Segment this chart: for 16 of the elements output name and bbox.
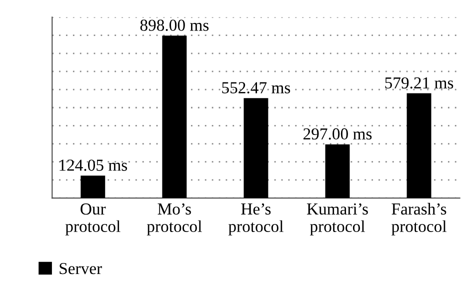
- bar: [80, 176, 106, 198]
- data-label: 579.21 ms: [385, 77, 454, 89]
- bar: [162, 36, 187, 198]
- data-label: 124.05 ms: [60, 160, 128, 171]
- x-tick-label: Kumari’s protocol: [306, 203, 368, 236]
- data-label: 297.00 ms: [303, 128, 372, 140]
- bar: [406, 93, 432, 198]
- bar: [244, 98, 268, 198]
- data-label: 898.00 ms: [140, 20, 209, 31]
- legend-label: Server: [60, 262, 102, 274]
- data-label: 552.47 ms: [222, 82, 290, 94]
- x-tick-label: Our protocol: [65, 203, 120, 236]
- bar: [325, 144, 350, 198]
- x-tick-label: Farash’s protocol: [392, 202, 446, 236]
- x-tick-label: He’s protocol: [228, 203, 284, 236]
- x-tick-label: Mo’s protocol: [146, 203, 202, 236]
